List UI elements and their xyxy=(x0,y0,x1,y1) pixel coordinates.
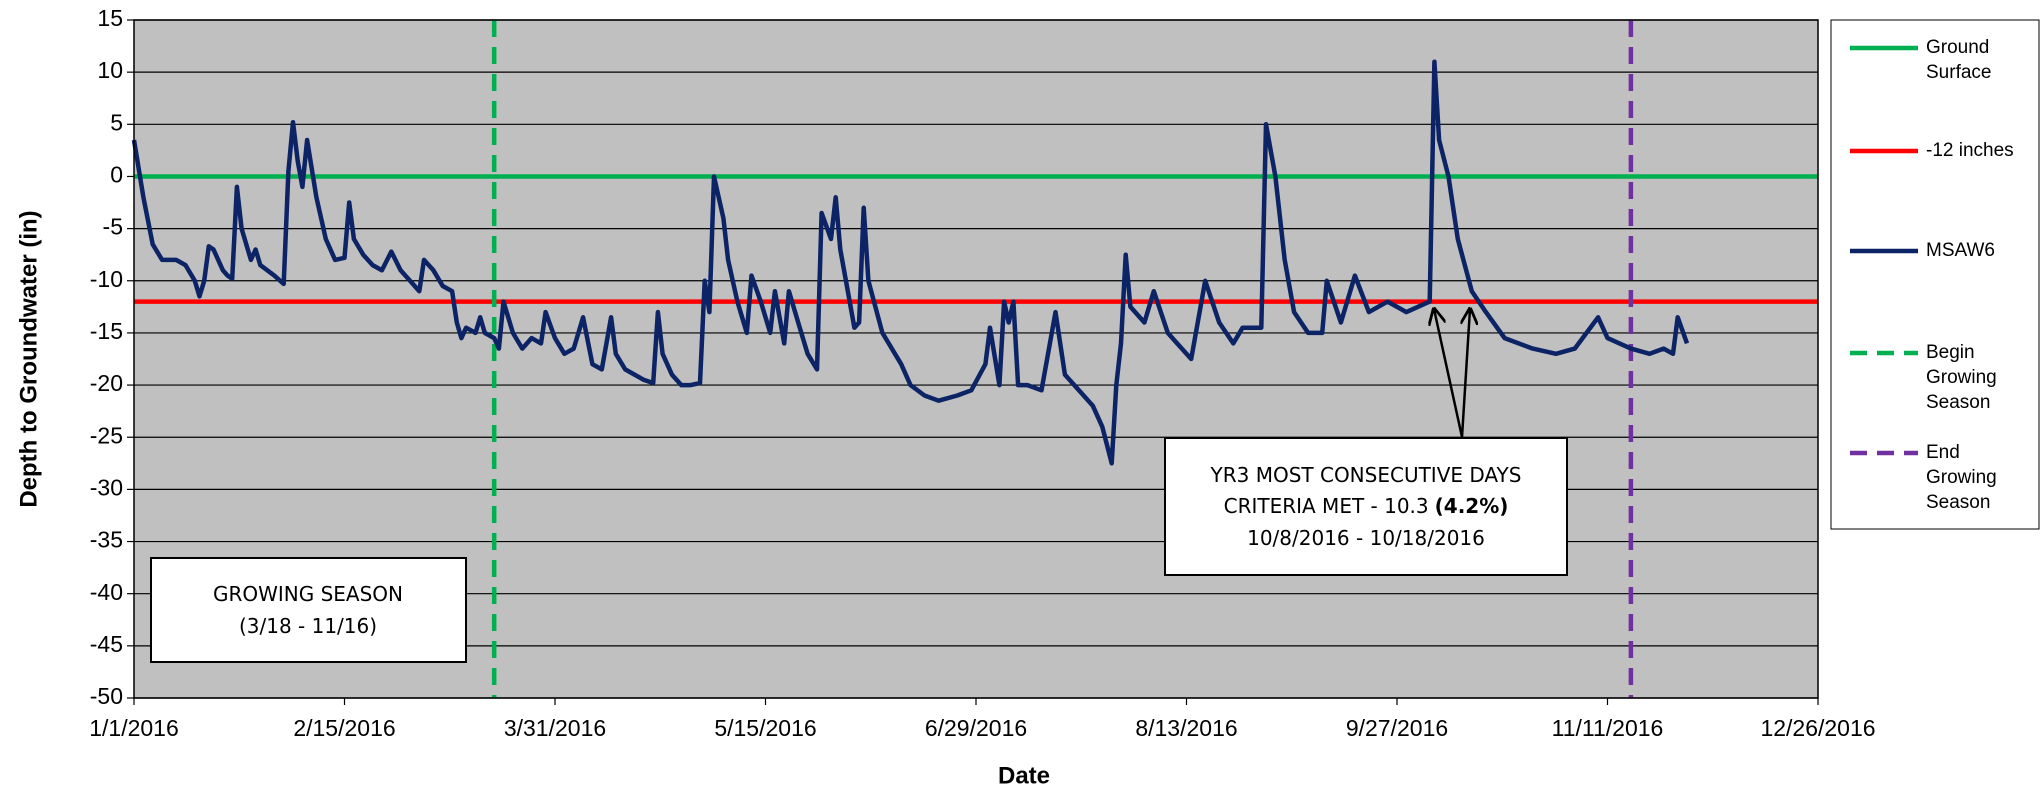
annotation-box xyxy=(1164,437,1568,576)
y-tick-label: -15 xyxy=(90,318,123,344)
legend-label: Ground Surface xyxy=(1926,37,1995,83)
annotation-text-part: (3/18 - 11/16) xyxy=(239,614,377,638)
y-axis-label: Depth to Groundwater (in) xyxy=(15,210,42,507)
x-tick-label: 11/11/2016 xyxy=(1552,715,1664,741)
x-tick-label: 12/26/2016 xyxy=(1760,715,1875,741)
y-tick-label: -40 xyxy=(90,579,123,605)
y-tick-label: -35 xyxy=(90,527,123,553)
y-tick-label: 15 xyxy=(97,5,123,31)
y-tick-label: -20 xyxy=(90,370,123,396)
x-tick-label: 3/31/2016 xyxy=(504,715,606,741)
y-tick-label: -25 xyxy=(90,422,123,448)
plot-border xyxy=(133,19,1819,699)
y-tick-label: -10 xyxy=(90,266,123,292)
annotation-box xyxy=(150,557,467,663)
legend-label: MSAW6 xyxy=(1926,240,1995,261)
annotation-text-part: 10/8/2016 - 10/18/2016 xyxy=(1247,526,1485,550)
x-tick-label: 1/1/2016 xyxy=(89,715,179,741)
y-tick-label: -45 xyxy=(90,631,123,657)
annotation-arrow xyxy=(1462,309,1470,438)
annotation-text-part: YR3 MOST CONSECUTIVE DAYS xyxy=(1210,463,1522,487)
legend-box xyxy=(1830,19,2040,530)
annotation-text: YR3 MOST CONSECUTIVE DAYS xyxy=(1210,463,1522,487)
x-tick-label: 8/13/2016 xyxy=(1135,715,1237,741)
x-tick-label: 9/27/2016 xyxy=(1346,715,1448,741)
annotation-text: (3/18 - 11/16) xyxy=(239,614,377,638)
x-tick-label: 5/15/2016 xyxy=(714,715,816,741)
y-tick-label: -30 xyxy=(90,474,123,500)
annotation-text: 10/8/2016 - 10/18/2016 xyxy=(1247,526,1485,550)
y-tick-label: 10 xyxy=(97,57,123,83)
x-tick-label: 6/29/2016 xyxy=(925,715,1027,741)
annotation-text-part: (4.2%) xyxy=(1435,494,1509,518)
annotation-text-part: CRITERIA MET - 10.3 xyxy=(1224,494,1429,518)
legend-label: End Growing Season xyxy=(1926,442,2002,513)
data-line xyxy=(131,59,1690,466)
annotation-text: GROWING SEASON xyxy=(213,582,403,606)
annotation-text: CRITERIA MET - 10.3 (4.2%) xyxy=(1224,494,1509,518)
y-tick-label: -50 xyxy=(90,683,123,709)
annotation-text-part: GROWING SEASON xyxy=(213,582,403,606)
y-tick-label: 0 xyxy=(110,162,123,188)
y-tick-label: -5 xyxy=(103,214,123,240)
x-tick-label: 2/15/2016 xyxy=(293,715,395,741)
annotation-arrow xyxy=(1434,309,1464,438)
x-axis-label: Date xyxy=(998,762,1050,789)
y-tick-label: 5 xyxy=(110,109,123,135)
legend-label: -12 inches xyxy=(1926,140,2014,161)
legend-label: Begin Growing Season xyxy=(1926,342,2002,413)
